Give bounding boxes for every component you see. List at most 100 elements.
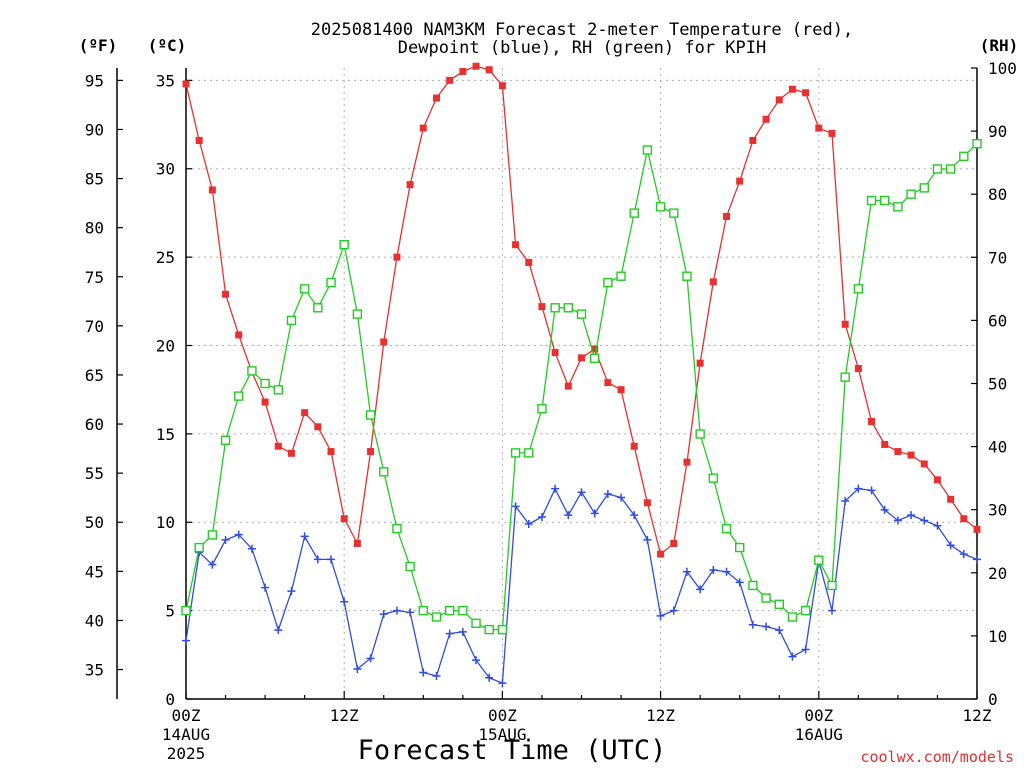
temperature-point [353, 539, 361, 547]
temperature-point [182, 80, 190, 88]
rh-point [405, 561, 415, 572]
temperature-point [788, 85, 796, 93]
dewpoint-point [353, 664, 362, 673]
temperature-point [643, 499, 651, 507]
dewpoint-point [709, 565, 718, 574]
rh-point [207, 530, 218, 540]
time-tick-label: 12Z [963, 706, 992, 725]
rh-point [761, 593, 771, 603]
temperature-point [841, 320, 849, 328]
dewpoint-point [366, 654, 375, 663]
fahrenheit-tick-label: 55 [85, 464, 104, 483]
temperature-point [604, 379, 612, 387]
dewpoint-point [564, 511, 573, 520]
dewpoint-point [946, 541, 955, 550]
rh-point [774, 599, 784, 610]
time-tick-label: 12Z [330, 706, 359, 725]
fahrenheit-tick-label: 85 [85, 170, 104, 189]
rh-point [695, 429, 705, 439]
rh-point [313, 303, 323, 313]
dewpoint-point [406, 608, 415, 617]
dewpoint-point [893, 516, 902, 525]
rh-point [708, 473, 719, 483]
dewpoint-point [432, 672, 441, 681]
series [181, 62, 982, 688]
celsius-tick-label: 35 [156, 71, 175, 90]
dewpoint-point [182, 636, 190, 645]
temperature-point [881, 440, 889, 448]
time-tick-label: 00Z [172, 706, 201, 725]
grid-lines [186, 68, 977, 699]
celsius-tick-label: 5 [165, 602, 175, 621]
temperature-point [564, 382, 572, 390]
rh-point [537, 404, 547, 414]
rh-point [959, 151, 969, 162]
dewpoint-point [762, 622, 771, 631]
celsius-tick-label: 10 [156, 513, 175, 532]
dewpoint-point [327, 555, 336, 564]
dewpoint-point [274, 626, 283, 635]
temperature-point [485, 66, 493, 74]
rh-tick-label: 90 [988, 122, 1007, 141]
rh-point [800, 605, 811, 616]
temperature-point [775, 96, 783, 104]
temperature-point [274, 442, 282, 450]
dewpoint-point [313, 555, 322, 564]
temperature-point [472, 62, 480, 70]
rh-point [840, 372, 850, 382]
temperature-point [920, 460, 928, 468]
rh-point [299, 284, 310, 294]
temperature-point [446, 76, 454, 84]
rh-point [972, 139, 982, 149]
rh-point [181, 605, 191, 616]
temperature-point [512, 241, 520, 249]
temperature-point [709, 278, 717, 286]
dewpoint-point [801, 645, 810, 654]
rh-point [194, 542, 204, 553]
rh-point [866, 195, 877, 206]
rh-point [853, 284, 864, 294]
fahrenheit-tick-label: 45 [85, 562, 104, 581]
temperature-point [947, 495, 955, 503]
rh-axis: 0 10 20 30 40 50 60 70 80 90 100 [971, 59, 1017, 709]
dewpoint-point [234, 530, 243, 539]
rh-point [273, 385, 283, 395]
temperature-point [301, 409, 309, 417]
rh-tick-label: 50 [988, 375, 1007, 394]
rh-line [185, 143, 978, 631]
dewpoint-point [445, 629, 454, 638]
watermark: coolwx.com/models [860, 748, 1014, 766]
dewpoint-point [959, 550, 968, 559]
temperature-point [630, 442, 638, 450]
rh-point [392, 523, 402, 534]
dewpoint-point [854, 484, 863, 493]
dewpoint-point [603, 489, 612, 498]
fahrenheit-tick-label: 75 [85, 268, 104, 287]
dewpoint-point [392, 606, 401, 615]
rh-point [326, 277, 336, 288]
temperature-point [380, 338, 388, 346]
rh-point [339, 239, 349, 250]
rh-point [576, 309, 587, 319]
temperature-point [591, 345, 599, 353]
time-tick-label: 00Z [804, 706, 833, 725]
time-tick-date: 14AUG [162, 725, 210, 744]
temperature-point [657, 550, 665, 558]
dewpoint-point [287, 587, 296, 596]
rh-tick-label: 60 [988, 311, 1007, 330]
rh-point [669, 208, 679, 218]
fahrenheit-axis: 35 40 45 50 55 60 65 70 75 80 85 90 95 [85, 71, 123, 680]
rh-tick-label: 40 [988, 438, 1007, 457]
rh-tick-label: 30 [988, 501, 1007, 520]
temperature-point [235, 331, 243, 339]
temperature-point [327, 448, 335, 456]
fahrenheit-tick-label: 60 [85, 415, 104, 434]
time-tick-year: 2025 [167, 744, 206, 763]
dewpoint-point [656, 611, 665, 620]
rh-point [919, 183, 929, 193]
rh-point [497, 624, 508, 635]
temperature-point [578, 354, 585, 362]
temperature-point [419, 124, 427, 132]
rh-point [932, 164, 943, 174]
